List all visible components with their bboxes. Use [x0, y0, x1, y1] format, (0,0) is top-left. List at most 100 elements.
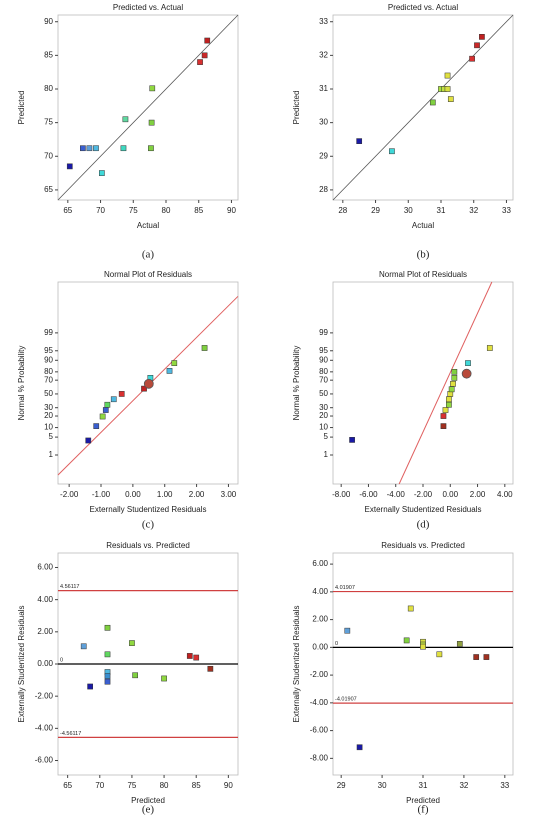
y-tick-label: -6.00	[310, 726, 329, 735]
data-point	[104, 624, 111, 631]
x-tick-label: 30	[404, 206, 413, 215]
y-tick-label: 20	[44, 411, 53, 420]
y-tick-label: 75	[44, 118, 53, 127]
y-tick-label: 70	[319, 375, 328, 384]
data-point	[356, 138, 363, 144]
y-tick-label: -4.00	[310, 698, 329, 707]
data-point	[440, 423, 447, 429]
data-point	[86, 145, 93, 152]
data-point	[483, 654, 490, 660]
y-axis-label: Predicted	[17, 91, 26, 125]
y-tick-label: 0.00	[312, 642, 328, 651]
x-tick-label: -2.00	[414, 490, 433, 499]
y-axis-label: Predicted	[292, 91, 301, 125]
y-tick-label: 6.00	[312, 559, 328, 568]
data-point	[451, 368, 458, 375]
y-tick-label: 70	[44, 151, 53, 160]
x-tick-label: 30	[378, 781, 387, 790]
x-axis-label: Predicted	[131, 796, 165, 805]
chart-title: Predicted vs. Actual	[388, 3, 458, 12]
data-point	[448, 386, 455, 393]
x-tick-label: 31	[419, 781, 428, 790]
panel-caption: (c)	[142, 519, 155, 531]
x-tick-label: 85	[192, 781, 201, 790]
data-point	[436, 651, 443, 658]
data-point	[129, 640, 135, 646]
data-point	[122, 116, 129, 123]
x-tick-label: 65	[63, 206, 72, 215]
y-tick-label: 0.00	[37, 659, 53, 668]
y-tick-label: -2.00	[310, 670, 329, 679]
y-tick-label: 90	[44, 17, 53, 26]
y-tick-label: 50	[319, 389, 328, 398]
x-tick-label: 3.00	[221, 490, 237, 499]
data-point	[148, 145, 154, 152]
y-tick-label: 99	[44, 328, 53, 337]
data-point	[85, 437, 92, 444]
x-tick-label: 28	[338, 206, 347, 215]
data-point	[349, 437, 355, 443]
x-tick-label: -4.00	[387, 490, 406, 499]
x-axis-label: Externally Studentized Residuals	[90, 505, 207, 514]
y-tick-label: 29	[319, 151, 328, 160]
y-tick-label: 2.00	[312, 615, 328, 624]
data-point	[104, 678, 111, 685]
x-tick-label: 65	[63, 781, 72, 790]
data-point	[446, 396, 452, 403]
data-point	[186, 653, 193, 659]
y-tick-label: -4.00	[35, 723, 54, 732]
data-point	[440, 413, 447, 419]
chart-title: Residuals vs. Predicted	[381, 541, 465, 550]
y-tick-label: -2.00	[35, 691, 54, 700]
limit-label: 4.01907	[335, 585, 355, 591]
y-tick-label: 4.00	[312, 587, 328, 596]
y-tick-label: 30	[319, 118, 328, 127]
data-point	[486, 345, 493, 351]
y-tick-label: 33	[319, 17, 328, 26]
y-axis-label: Externally Studentized Residuals	[292, 606, 301, 723]
y-tick-label: 5	[49, 432, 54, 441]
x-tick-label: 90	[224, 781, 233, 790]
data-point	[469, 55, 475, 62]
data-point	[403, 637, 410, 644]
x-tick-label: 0.00	[125, 490, 141, 499]
y-tick-label: 65	[44, 185, 53, 194]
fit-line	[398, 281, 493, 485]
y-tick-label: 30	[44, 403, 53, 412]
data-point	[444, 72, 451, 79]
y-tick-label: 1	[49, 450, 54, 459]
y-tick-label: -6.00	[35, 756, 54, 765]
limit-label: 0	[335, 641, 338, 647]
data-point	[429, 99, 436, 106]
limit-label: -4.01907	[335, 697, 357, 703]
data-point	[473, 654, 480, 660]
x-tick-label: 33	[502, 206, 511, 215]
highlight-point	[461, 368, 472, 379]
x-tick-label: 32	[469, 206, 478, 215]
x-axis-label: Actual	[137, 221, 159, 230]
x-tick-label: -1.00	[92, 490, 111, 499]
data-point	[171, 360, 178, 366]
data-point	[389, 148, 395, 155]
data-point	[66, 163, 73, 170]
data-point	[356, 744, 363, 751]
x-axis-label: Externally Studentized Residuals	[365, 505, 482, 514]
data-point	[104, 673, 111, 679]
x-tick-label: 70	[96, 206, 105, 215]
panel-caption: (b)	[417, 249, 430, 261]
y-axis-label: Normal % Probability	[17, 346, 26, 421]
data-point	[99, 413, 106, 420]
limit-label: 4.56117	[60, 584, 79, 590]
x-tick-label: 2.00	[470, 490, 486, 499]
plot-frame	[332, 14, 514, 201]
y-tick-label: 2.00	[37, 627, 53, 636]
highlight-point	[143, 378, 154, 389]
data-point	[474, 42, 480, 49]
data-point	[446, 401, 452, 408]
data-point	[110, 396, 117, 403]
x-tick-label: -2.00	[60, 490, 79, 499]
y-axis-label: Externally Studentized Residuals	[17, 606, 26, 723]
data-point	[93, 145, 99, 152]
x-tick-label: 80	[160, 781, 169, 790]
